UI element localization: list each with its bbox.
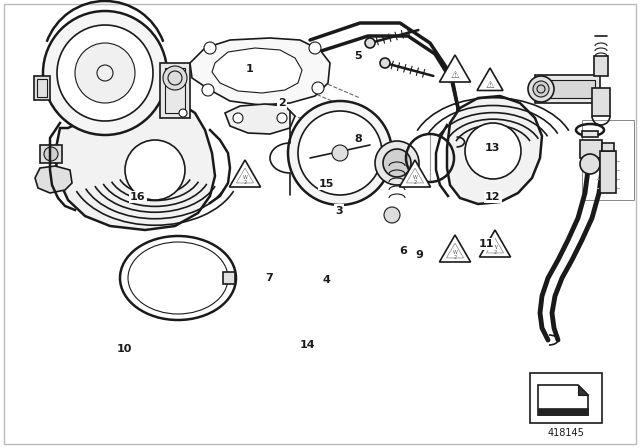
Bar xyxy=(530,373,602,423)
Circle shape xyxy=(537,85,545,93)
Bar xyxy=(594,56,608,76)
Text: 9: 9 xyxy=(415,250,423,260)
Polygon shape xyxy=(190,38,330,105)
Text: 7: 7 xyxy=(265,273,273,283)
Text: 418145: 418145 xyxy=(548,428,584,438)
Circle shape xyxy=(277,113,287,123)
Bar xyxy=(602,143,614,151)
Text: 3: 3 xyxy=(335,206,343,215)
Circle shape xyxy=(163,66,187,90)
Text: ⚠: ⚠ xyxy=(486,80,494,90)
Circle shape xyxy=(233,113,243,123)
Circle shape xyxy=(309,42,321,54)
Polygon shape xyxy=(212,48,302,93)
Polygon shape xyxy=(440,235,470,262)
Circle shape xyxy=(202,84,214,96)
Text: W
2: W 2 xyxy=(493,245,497,255)
Circle shape xyxy=(44,147,58,161)
Circle shape xyxy=(332,145,348,161)
Polygon shape xyxy=(477,68,503,90)
Circle shape xyxy=(298,111,382,195)
Text: 13: 13 xyxy=(485,143,500,153)
Bar xyxy=(223,272,235,284)
Text: W
2: W 2 xyxy=(413,175,417,185)
Text: 4: 4 xyxy=(323,275,330,285)
Polygon shape xyxy=(578,385,588,395)
Polygon shape xyxy=(229,160,260,187)
Bar xyxy=(535,75,600,103)
Bar xyxy=(34,76,50,100)
Polygon shape xyxy=(479,230,511,257)
Polygon shape xyxy=(538,385,588,415)
Circle shape xyxy=(580,154,600,174)
Circle shape xyxy=(75,43,135,103)
Text: 12: 12 xyxy=(485,192,500,202)
Text: 8: 8 xyxy=(355,134,362,144)
Text: ⚠: ⚠ xyxy=(451,70,460,80)
Text: 15: 15 xyxy=(319,179,334,189)
Circle shape xyxy=(383,149,411,177)
Bar xyxy=(592,88,610,116)
Bar xyxy=(538,408,588,415)
Bar xyxy=(600,151,616,193)
Polygon shape xyxy=(440,55,470,82)
Bar xyxy=(37,79,47,97)
Circle shape xyxy=(312,82,324,94)
Bar xyxy=(582,131,598,137)
Text: W
2: W 2 xyxy=(452,250,458,260)
Bar xyxy=(582,120,634,200)
Bar xyxy=(580,140,602,158)
Text: 6: 6 xyxy=(399,246,407,256)
Circle shape xyxy=(125,140,185,200)
Circle shape xyxy=(57,25,153,121)
Circle shape xyxy=(288,101,392,205)
Text: 2: 2 xyxy=(278,98,285,108)
Circle shape xyxy=(204,42,216,54)
Bar xyxy=(160,63,190,118)
Text: 14: 14 xyxy=(300,340,315,350)
Circle shape xyxy=(528,76,554,102)
Circle shape xyxy=(365,38,375,48)
Circle shape xyxy=(384,207,400,223)
Circle shape xyxy=(533,81,549,97)
Circle shape xyxy=(375,141,419,185)
Bar xyxy=(40,145,62,163)
Text: 11: 11 xyxy=(479,239,494,249)
Text: 16: 16 xyxy=(130,192,145,202)
Polygon shape xyxy=(447,96,542,204)
Text: W
2: W 2 xyxy=(243,175,248,185)
Circle shape xyxy=(465,123,521,179)
Circle shape xyxy=(43,11,167,135)
Polygon shape xyxy=(225,104,295,134)
Circle shape xyxy=(380,58,390,68)
Text: 1: 1 xyxy=(246,65,253,74)
Polygon shape xyxy=(35,166,72,193)
Text: 5: 5 xyxy=(355,51,362,61)
Bar xyxy=(165,68,185,113)
Text: 10: 10 xyxy=(117,345,132,354)
Bar xyxy=(540,80,595,98)
Polygon shape xyxy=(55,98,215,230)
Polygon shape xyxy=(399,160,431,187)
Circle shape xyxy=(179,109,187,117)
